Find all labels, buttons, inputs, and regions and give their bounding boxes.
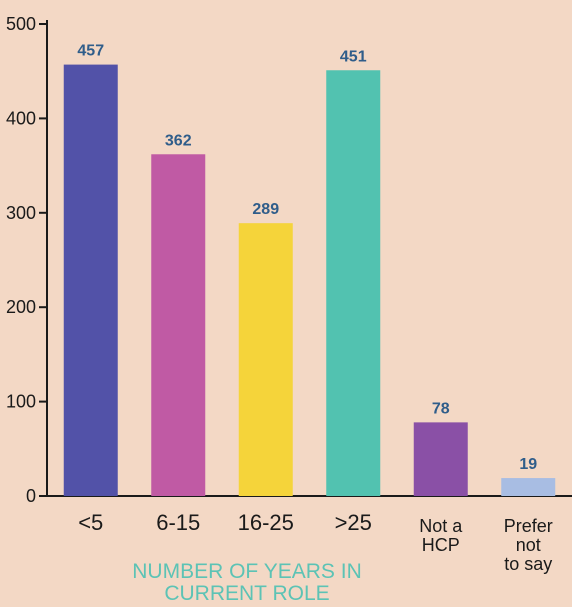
- value-label-3: 451: [340, 48, 367, 65]
- value-label-4: 78: [432, 400, 450, 417]
- bar-4: [413, 422, 468, 496]
- x-axis-title: NUMBER OF YEARS IN CURRENT ROLE: [132, 560, 361, 605]
- category-label-4: Not a HCP: [419, 516, 463, 555]
- bar-3: [326, 70, 381, 497]
- value-label-0: 457: [77, 43, 104, 60]
- y-tick-label-4: 400: [6, 108, 36, 128]
- y-tick-label-1: 100: [6, 392, 36, 412]
- value-label-5: 19: [519, 456, 537, 473]
- y-tick-label-5: 500: [6, 14, 36, 34]
- category-label-3: >25: [335, 510, 372, 535]
- bar-5: [501, 478, 556, 496]
- bar-2: [238, 223, 293, 496]
- bar-1: [151, 154, 206, 496]
- value-label-2: 289: [252, 201, 279, 218]
- y-tick-label-2: 200: [6, 297, 36, 317]
- y-tick-label-0: 0: [26, 486, 36, 506]
- category-label-5: Prefer not to say: [504, 516, 553, 574]
- bar-0: [63, 64, 118, 496]
- category-label-2: 16-25: [238, 510, 294, 535]
- category-label-1: 6-15: [156, 510, 200, 535]
- value-label-1: 362: [165, 132, 192, 149]
- y-tick-label-3: 300: [6, 203, 36, 223]
- category-label-0: <5: [78, 510, 103, 535]
